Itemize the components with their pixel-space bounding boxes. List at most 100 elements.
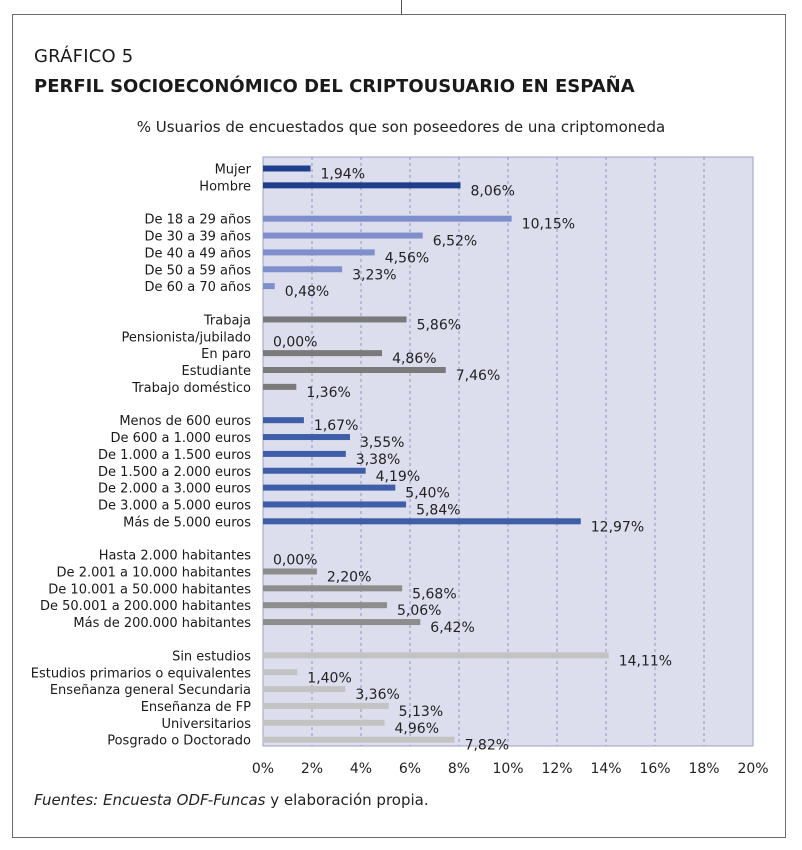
figure-frame (12, 14, 786, 838)
x-tick-label: 8% (448, 761, 470, 777)
bar-de-50-a-59-anos (263, 266, 343, 273)
bar-de-40-a-49-anos (263, 249, 375, 256)
value-label: 3,55% (360, 435, 404, 451)
value-label: 4,96% (395, 721, 439, 737)
x-tick-label: 20% (737, 761, 768, 777)
category-label: De 50 a 59 años (144, 263, 251, 278)
bar-menos-de-600-euros (263, 417, 304, 424)
value-label: 4,86% (392, 351, 436, 367)
x-tick-label: 12% (541, 761, 572, 777)
figure-title: PERFIL SOCIOECONÓMICO DEL CRIPTOUSUARIO … (34, 76, 635, 97)
category-label: Pensionista/jubilado (121, 330, 251, 345)
chart-subtitle: % Usuarios de encuestados que son poseed… (136, 118, 666, 136)
value-label: 5,40% (405, 486, 449, 502)
bar-en-paro (263, 350, 383, 357)
category-label: En paro (201, 347, 251, 362)
category-label: Trabaja (203, 313, 251, 328)
category-label: Enseñanza de FP (141, 700, 251, 715)
category-label: Sin estudios (172, 649, 251, 664)
x-tick-label: 18% (688, 761, 719, 777)
bar-de-18-a-29-anos (263, 215, 512, 222)
category-label: Hasta 2.000 habitantes (99, 549, 252, 564)
category-label: De 30 a 39 años (144, 230, 251, 245)
category-label: De 2.001 a 10.000 habitantes (57, 566, 252, 581)
value-label: 1,40% (307, 670, 351, 686)
value-label: 1,67% (314, 418, 358, 434)
value-label: 4,19% (376, 469, 420, 485)
value-label: 12,97% (591, 519, 644, 535)
bar-mas-de-5-000-euros (263, 518, 581, 525)
value-label: 14,11% (619, 653, 672, 669)
bar-mas-de-200-000-habitantes (263, 619, 421, 626)
value-label: 2,20% (327, 570, 371, 586)
category-label: Universitarios (161, 717, 251, 732)
category-label: De 1.000 a 1.500 euros (98, 448, 251, 463)
bar-hombre (263, 182, 461, 189)
value-label: 3,38% (356, 452, 400, 468)
value-label: 4,56% (385, 250, 429, 266)
category-label: De 40 a 49 años (144, 246, 251, 261)
category-label: De 18 a 29 años (144, 213, 251, 228)
source-note: Fuentes: Encuesta ODF-Funcas y elaboraci… (34, 791, 429, 809)
top-divider-line (401, 0, 402, 14)
value-label: 7,46% (456, 368, 500, 384)
value-label: 0,00% (273, 334, 317, 350)
value-label: 5,06% (397, 603, 441, 619)
category-label: De 2.000 a 3.000 euros (98, 482, 251, 497)
category-label: Más de 5.000 euros (123, 515, 251, 530)
value-label: 5,84% (416, 502, 460, 518)
source-italic: Fuentes: Encuesta ODF-Funcas (34, 791, 266, 809)
bar-estudios-primarios-o-equivalentes (263, 669, 298, 676)
bar-de-2-000-a-3-000-euros (263, 484, 396, 491)
x-tick-label: 2% (301, 761, 323, 777)
bar-ensenanza-de-fp (263, 702, 389, 709)
bar-estudiante (263, 367, 446, 373)
x-tick-label: 16% (639, 761, 670, 777)
category-label: De 600 a 1.000 euros (110, 431, 251, 446)
category-label: De 50.001 a 200.000 habitantes (40, 599, 251, 614)
value-label: 3,23% (352, 267, 396, 283)
category-label: De 60 a 70 años (144, 280, 251, 295)
category-label: Mujer (215, 163, 252, 178)
value-label: 1,36% (306, 385, 350, 401)
bar-de-10-001-a-50-000-habitantes (263, 585, 403, 592)
bar-posgrado-o-doctorado (263, 736, 455, 743)
category-label: De 1.500 a 2.000 euros (98, 465, 251, 480)
category-label: Más de 200.000 habitantes (73, 616, 251, 631)
bar-de-2-001-a-10-000-habitantes (263, 568, 317, 575)
category-label: De 3.000 a 5.000 euros (98, 498, 251, 513)
bar-mujer (263, 165, 311, 172)
category-label: Posgrado o Doctorado (107, 734, 251, 749)
value-label: 5,86% (417, 317, 461, 333)
source-rest: y elaboración propia. (265, 791, 429, 809)
category-label: Menos de 600 euros (119, 414, 251, 429)
x-tick-label: 10% (492, 761, 523, 777)
x-tick-label: 0% (252, 761, 274, 777)
bar-de-1-000-a-1-500-euros (263, 450, 346, 457)
bar-ensenanza-general-secundaria (263, 686, 346, 693)
x-tick-label: 6% (399, 761, 421, 777)
value-label: 5,68% (412, 586, 456, 602)
bar-de-60-a-70-anos (263, 283, 275, 290)
x-tick-label: 4% (350, 761, 372, 777)
value-label: 7,82% (465, 738, 509, 754)
bar-de-1-500-a-2-000-euros (263, 467, 366, 474)
category-label: Hombre (199, 179, 251, 194)
bar-de-3-000-a-5-000-euros (263, 501, 407, 508)
category-label: De 10.001 a 50.000 habitantes (48, 582, 251, 597)
bar-de-30-a-39-anos (263, 232, 423, 239)
value-label: 5,13% (399, 704, 443, 720)
bar-trabajo-domestico (263, 383, 297, 390)
category-label: Estudios primarios o equivalentes (31, 666, 251, 681)
value-label: 6,42% (430, 620, 474, 636)
value-label: 3,36% (355, 687, 399, 703)
value-label: 6,52% (433, 234, 477, 250)
bar-trabaja (263, 316, 407, 323)
bar-de-50-001-a-200-000-habitantes (263, 602, 387, 609)
category-label: Trabajo doméstico (131, 381, 251, 396)
x-tick-label: 14% (590, 761, 621, 777)
value-label: 0,00% (273, 553, 317, 569)
category-label: Enseñanza general Secundaria (50, 683, 251, 698)
value-label: 1,94% (321, 167, 365, 183)
